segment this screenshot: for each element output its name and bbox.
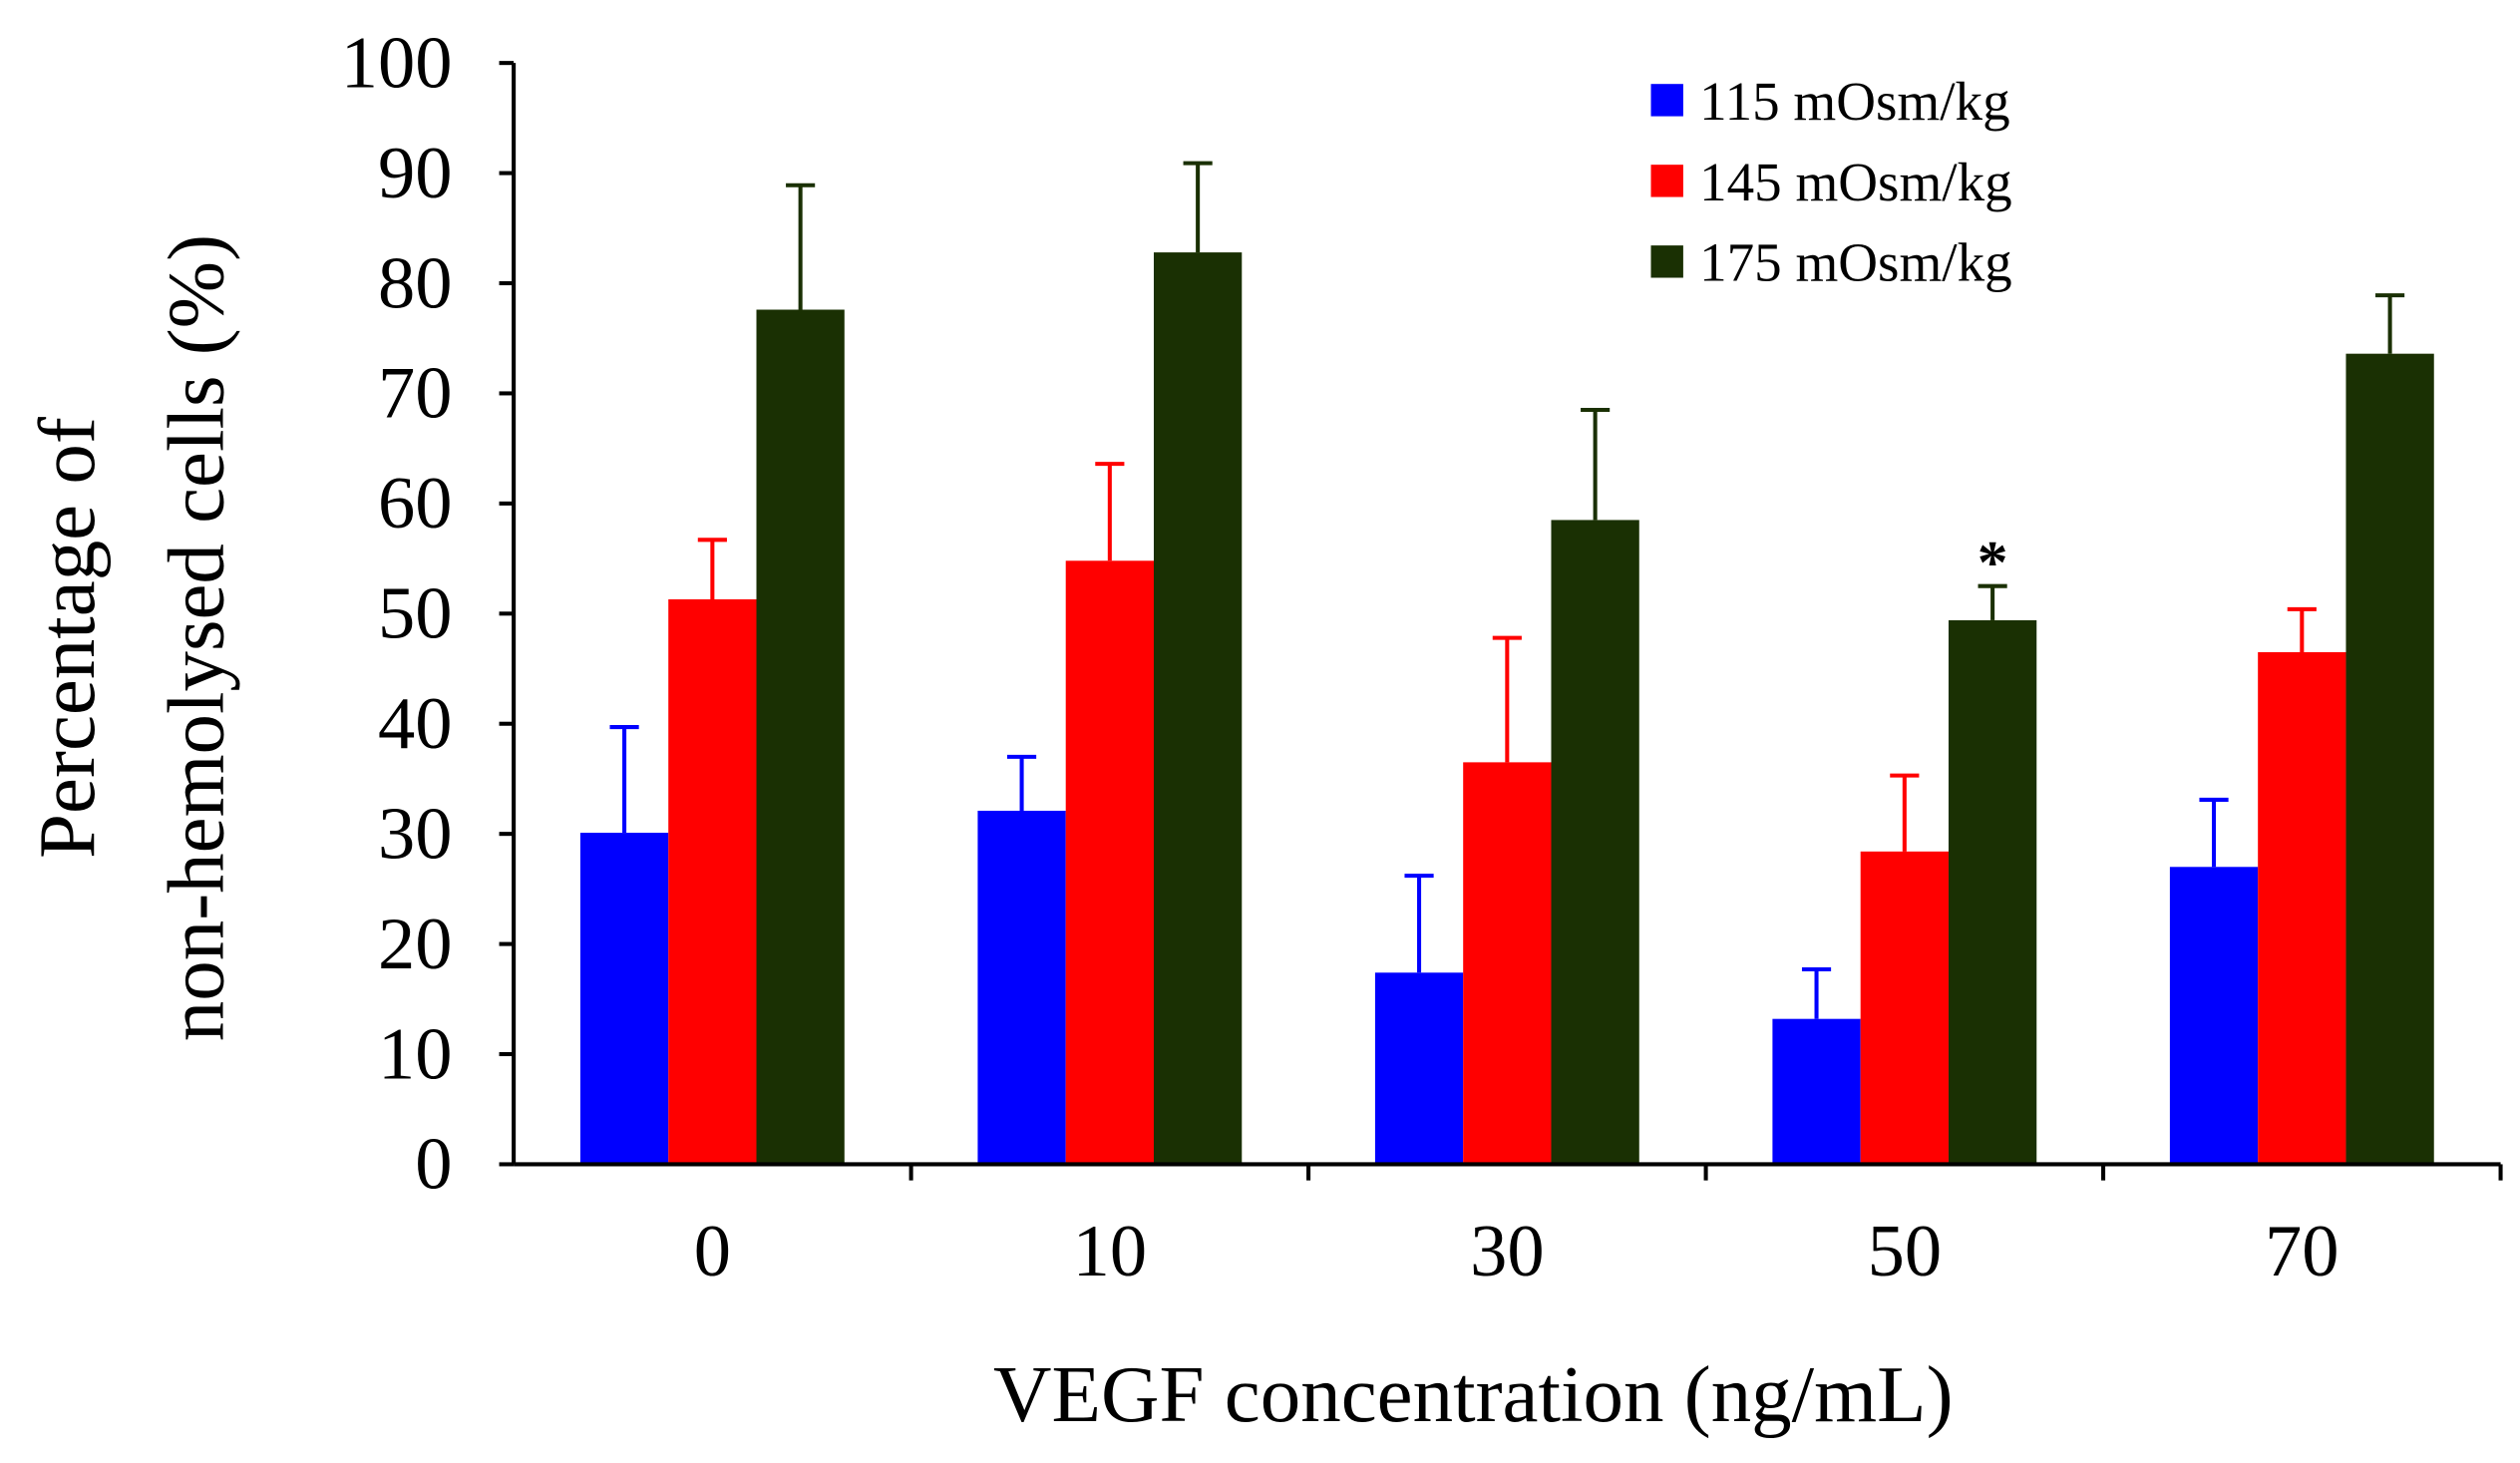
legend-label: 175 mOsm/kg: [1699, 232, 2012, 293]
y-tick-label: 90: [378, 133, 452, 214]
legend-swatch: [1650, 165, 1683, 197]
bar: [1948, 619, 2037, 1165]
legend-label: 145 mOsm/kg: [1699, 152, 2012, 212]
y-tick-label: 40: [378, 683, 452, 765]
y-axis-title-line-1: Percentage of: [22, 417, 112, 859]
bars: *: [579, 161, 2434, 1165]
legend: 115 mOsm/kg 145 mOsm/kg 175 mOsm/kg: [1650, 71, 2012, 293]
bar: [579, 833, 669, 1165]
legend-swatch: [1650, 245, 1683, 278]
legend-label: 115 mOsm/kg: [1699, 71, 2010, 132]
y-tick-label: 50: [378, 573, 452, 655]
x-tick-label: 30: [1470, 1211, 1544, 1292]
bar: [2258, 651, 2346, 1165]
bar: [668, 598, 757, 1165]
bar: [756, 309, 845, 1165]
bar: [2345, 353, 2434, 1165]
y-tick-label: 60: [378, 463, 452, 545]
bar: [977, 810, 1066, 1165]
y-tick-label: 100: [341, 22, 453, 104]
bar: [1551, 520, 1639, 1165]
x-axis-title: VEGF concentration (ng/mL): [993, 1349, 1954, 1439]
x-tick-label: 50: [1868, 1211, 1942, 1292]
y-axis-title: Percentage of non-hemolysed cells (%): [22, 234, 241, 1041]
bar: [1860, 851, 1949, 1165]
bar: [1065, 560, 1154, 1165]
significance-marker: *: [1978, 529, 2008, 596]
bar: [1772, 1018, 1861, 1165]
bar: [1374, 972, 1464, 1165]
y-axis-title-line-2: non-hemolysed cells (%): [152, 234, 241, 1041]
y-tick-label: 0: [415, 1124, 452, 1206]
bar: [1463, 762, 1552, 1165]
y-tick-label: 10: [378, 1013, 452, 1095]
y-tick-label: 80: [378, 242, 452, 324]
y-tick-label: 30: [378, 793, 452, 875]
y-tick-label: 20: [378, 904, 452, 985]
axes: 0 10 30 50 70 0 10 20 30 40 50 60 70 80 90 100: [341, 22, 2503, 1292]
x-tick-label: 70: [2265, 1211, 2339, 1292]
legend-swatch: [1650, 84, 1683, 117]
x-tick-label: 0: [694, 1211, 731, 1292]
bar: [2169, 867, 2259, 1165]
y-tick-label: 70: [378, 353, 452, 435]
bar: [1153, 252, 1243, 1165]
x-tick-label: 10: [1073, 1211, 1147, 1292]
